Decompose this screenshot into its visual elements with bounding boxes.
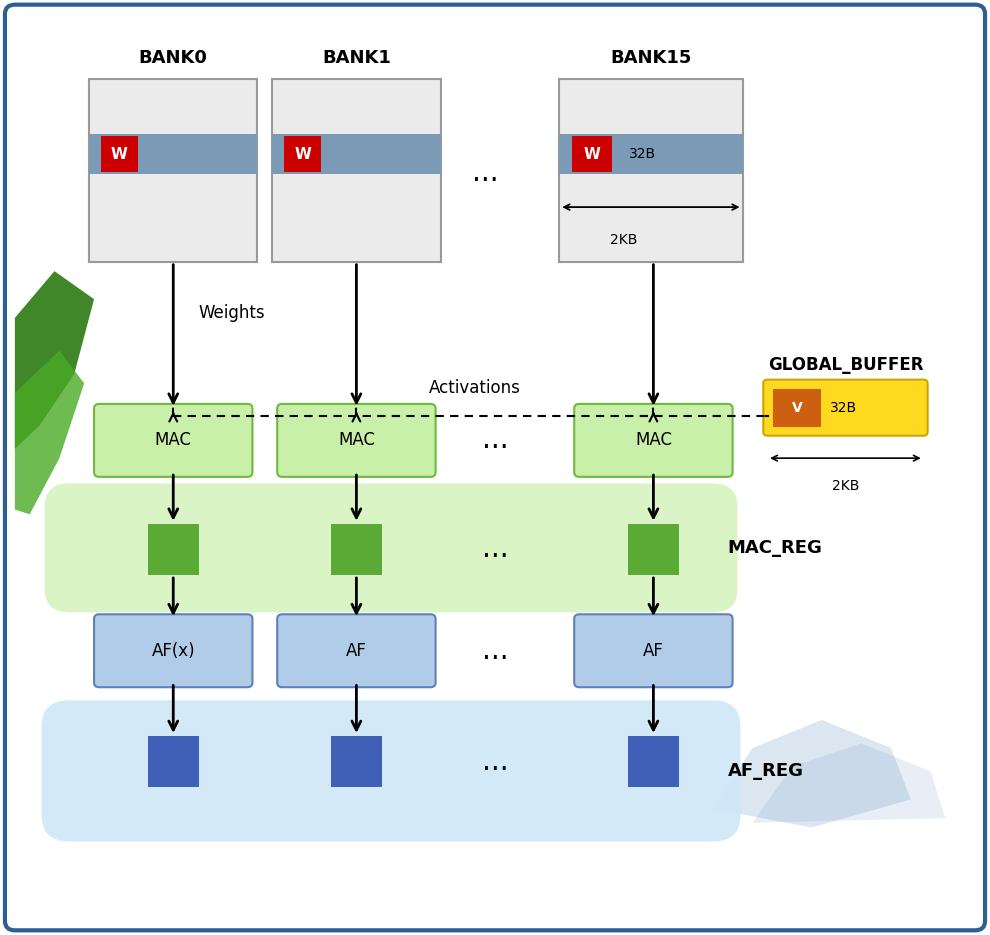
Text: ...: ... <box>472 159 498 187</box>
Text: ...: ... <box>482 637 508 665</box>
Bar <box>559 134 742 174</box>
Text: BANK0: BANK0 <box>139 50 208 67</box>
FancyBboxPatch shape <box>94 404 252 477</box>
Text: AF: AF <box>346 641 367 660</box>
FancyBboxPatch shape <box>42 700 741 842</box>
Text: 2KB: 2KB <box>832 479 859 493</box>
Bar <box>773 389 821 426</box>
Polygon shape <box>752 743 945 823</box>
Bar <box>331 524 382 575</box>
Bar <box>572 137 613 172</box>
Bar <box>148 524 199 575</box>
Text: W: W <box>294 147 311 162</box>
Bar <box>89 134 257 174</box>
FancyBboxPatch shape <box>763 380 928 436</box>
Text: GLOBAL_BUFFER: GLOBAL_BUFFER <box>767 356 924 374</box>
Text: 32B: 32B <box>830 401 856 414</box>
Bar <box>272 79 441 262</box>
Text: V: V <box>791 401 802 414</box>
Bar <box>89 79 257 262</box>
Text: Activations: Activations <box>430 380 521 397</box>
Text: AF(x): AF(x) <box>151 641 195 660</box>
FancyBboxPatch shape <box>277 614 436 687</box>
Bar <box>628 524 679 575</box>
Polygon shape <box>15 351 84 514</box>
Text: BANK1: BANK1 <box>322 50 391 67</box>
Bar <box>272 134 441 174</box>
Bar <box>331 736 382 787</box>
Text: ...: ... <box>482 748 508 775</box>
Text: ...: ... <box>482 536 508 563</box>
Text: Weights: Weights <box>198 304 264 322</box>
FancyBboxPatch shape <box>277 404 436 477</box>
Text: 2KB: 2KB <box>610 234 638 247</box>
FancyBboxPatch shape <box>45 483 738 612</box>
Text: MAC_REG: MAC_REG <box>728 539 823 557</box>
Text: ...: ... <box>482 426 508 454</box>
Text: MAC: MAC <box>338 431 375 450</box>
FancyBboxPatch shape <box>574 404 733 477</box>
Text: MAC: MAC <box>635 431 672 450</box>
FancyBboxPatch shape <box>94 614 252 687</box>
FancyBboxPatch shape <box>5 5 985 930</box>
Polygon shape <box>15 271 94 449</box>
Polygon shape <box>713 720 911 827</box>
Text: BANK15: BANK15 <box>610 50 692 67</box>
FancyBboxPatch shape <box>574 614 733 687</box>
Bar <box>628 736 679 787</box>
Bar <box>101 137 138 172</box>
Text: W: W <box>584 147 601 162</box>
Text: MAC: MAC <box>154 431 192 450</box>
Bar <box>559 79 742 262</box>
Text: AF: AF <box>643 641 664 660</box>
Text: 32B: 32B <box>629 147 656 161</box>
Text: AF_REG: AF_REG <box>728 762 804 780</box>
Text: W: W <box>111 147 128 162</box>
Bar <box>284 137 321 172</box>
Bar <box>148 736 199 787</box>
